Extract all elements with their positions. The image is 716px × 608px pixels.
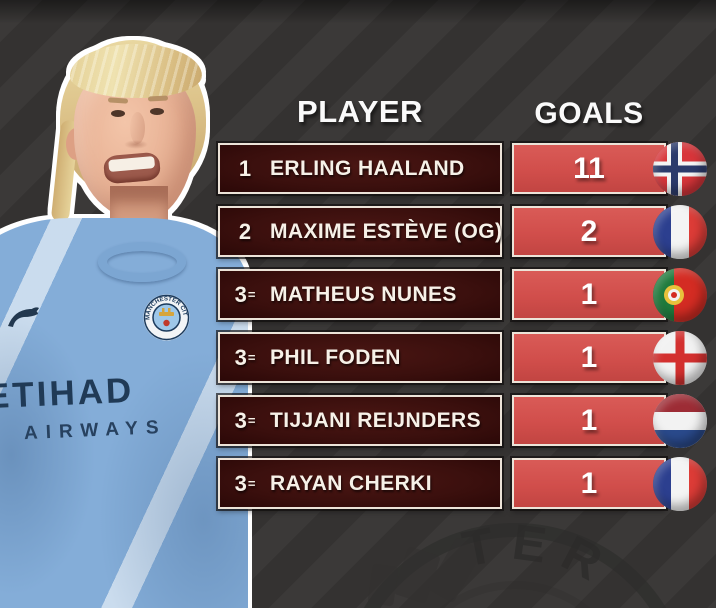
goals-value: 2 (580, 215, 598, 248)
goals-cell: 1 (512, 458, 666, 509)
player-name: TIJJANI REIJNDERS (270, 408, 482, 432)
netherlands-flag-icon (653, 394, 707, 448)
player-name: ERLING HAALAND (270, 156, 465, 180)
nose-shadow (124, 140, 148, 149)
player-column-header: PLAYER (297, 94, 423, 129)
player-name: MAXIME ESTÈVE (OG) (270, 219, 503, 243)
goals-value: 1 (580, 278, 598, 311)
portugal-flag-icon (653, 268, 707, 322)
norway-flag-icon (653, 142, 707, 196)
rank-label: 3= (234, 470, 256, 496)
eye (150, 108, 164, 115)
england-flag-icon (653, 331, 707, 385)
table-row: 3= PHIL FODEN 1 (0, 331, 716, 385)
goals-value: 1 (580, 404, 598, 437)
goals-value: 1 (580, 467, 598, 500)
rank-label: 3= (234, 407, 256, 433)
top-shadow-overlay (0, 0, 716, 24)
goals-cell: 1 (512, 395, 666, 446)
france-flag-icon (653, 205, 707, 259)
eye (111, 110, 125, 117)
player-cell: 3= MATHEUS NUNES (218, 269, 502, 320)
puma-logo-icon (8, 307, 39, 327)
player-name: MATHEUS NUNES (270, 282, 457, 306)
watermark-crest-shapes (367, 537, 482, 607)
goals-cell: 1 (512, 332, 666, 383)
france-flag-icon (653, 457, 707, 511)
eyebrow (147, 95, 169, 102)
haaland-photo: MANCHESTER CITY ETIHAD AIRWAYS (0, 36, 264, 608)
table-row: 2 MAXIME ESTÈVE (OG) 2 (0, 205, 716, 259)
goals-value: 1 (580, 341, 598, 374)
player-cell: 2 MAXIME ESTÈVE (OG) (218, 206, 502, 257)
player-cell: 1 ERLING HAALAND (218, 143, 502, 194)
player-cell: 3= RAYAN CHERKI (218, 458, 502, 509)
goals-cell: 1 (512, 269, 666, 320)
player-name: PHIL FODEN (270, 345, 401, 369)
table-row: 3= RAYAN CHERKI 1 (0, 457, 716, 511)
table-row: 3= MATHEUS NUNES 1 (0, 268, 716, 322)
club-crest-watermark: TER (363, 513, 667, 608)
player-name: RAYAN CHERKI (270, 471, 432, 495)
table-row: 1 ERLING HAALAND 11 (0, 142, 716, 196)
player-cell: 3= PHIL FODEN (218, 332, 502, 383)
rank-label: 1 (238, 155, 252, 181)
rank-label: 3= (234, 281, 256, 307)
manchester-city-badge-icon: MANCHESTER CITY (143, 294, 190, 341)
hair-top (70, 44, 202, 98)
rank-label: 2 (238, 218, 252, 244)
rank-label: 3= (234, 344, 256, 370)
player-cell: 3= TIJJANI REIJNDERS (218, 395, 502, 446)
table-row: 3= TIJJANI REIJNDERS 1 (0, 394, 716, 448)
goals-cell: 2 (512, 206, 666, 257)
goals-column-header: GOALS (534, 97, 644, 130)
goals-value: 11 (573, 152, 605, 185)
nose (130, 112, 145, 144)
goals-cell: 11 (512, 143, 666, 194)
shirt-collar (98, 242, 186, 282)
sky-blue-shirt (0, 218, 248, 608)
